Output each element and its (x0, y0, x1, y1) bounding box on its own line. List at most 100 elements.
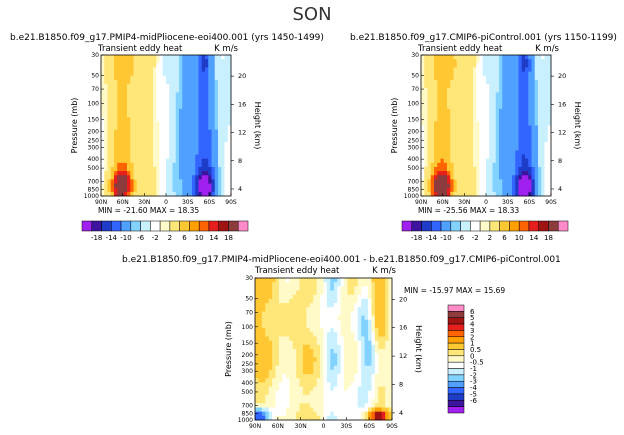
heatmap-cell (518, 187, 523, 193)
heatmap-cell (302, 369, 307, 375)
heatmap-cell (136, 146, 141, 151)
heatmap-cell (214, 88, 219, 93)
heatmap-cell (489, 79, 493, 85)
heatmap-cell (221, 171, 225, 176)
heatmap-cell (162, 117, 167, 122)
heatmap-cell (104, 150, 108, 155)
heatmap-cell (320, 323, 324, 329)
heatmap-cell (255, 282, 259, 287)
heatmap-cell (299, 319, 304, 325)
heatmap-cell (357, 328, 362, 333)
heatmap-cell (330, 386, 335, 392)
heatmap-cell (172, 113, 177, 118)
heatmap-cell (547, 92, 552, 97)
heatmap-cell (205, 113, 209, 118)
heatmap-cell (469, 146, 474, 151)
heatmap-cell (143, 154, 147, 160)
heatmap-cell (544, 166, 549, 172)
y-right-tick-label: 8 (399, 381, 403, 389)
heatmap-cell (123, 166, 128, 172)
heatmap-cell (385, 386, 389, 392)
heatmap-cell (521, 183, 526, 189)
heatmap-cell (162, 67, 167, 72)
heatmap-cell (443, 158, 448, 164)
heatmap-cell (275, 361, 280, 367)
heatmap-cell (114, 179, 118, 184)
heatmap-cell (149, 121, 154, 126)
heatmap-cell (453, 113, 458, 118)
heatmap-cell (541, 166, 545, 172)
heatmap-cell (120, 117, 125, 122)
heatmap-cell (272, 332, 276, 337)
heatmap-cell (434, 171, 438, 176)
heatmap-cell (218, 113, 222, 118)
heatmap-cell (489, 104, 493, 110)
heatmap-cell (326, 394, 331, 400)
heatmap-cell (430, 88, 435, 93)
heatmap-cell (505, 113, 510, 118)
heatmap-cell (547, 84, 552, 89)
heatmap-cell (224, 146, 229, 151)
heatmap-cell (512, 150, 516, 155)
heatmap-cell (188, 191, 193, 197)
heatmap-cell (427, 166, 432, 172)
heatmap-cell (427, 129, 432, 135)
heatmap-cell (169, 67, 173, 72)
colorbar-swatch (447, 387, 465, 395)
heatmap-cell (364, 315, 369, 321)
heatmap-cell (344, 290, 348, 296)
heatmap-cell (460, 59, 464, 64)
heatmap-cell (421, 67, 425, 72)
heatmap-cell (117, 59, 121, 64)
heatmap-cell (296, 344, 300, 350)
heatmap-cell (333, 328, 338, 333)
heatmap-cell (528, 63, 532, 68)
heatmap-cell (214, 171, 219, 176)
heatmap-cell (499, 55, 503, 60)
heatmap-cell (453, 75, 458, 81)
heatmap-cell (508, 146, 513, 151)
heatmap-cell (272, 336, 276, 342)
heatmap-cell (463, 146, 467, 151)
heatmap-cell (136, 187, 141, 193)
chart-subtitle: Transient eddy heat (254, 266, 340, 276)
heatmap-cell (330, 344, 335, 350)
heatmap-cell (166, 158, 170, 164)
heatmap-cell (133, 125, 138, 131)
heatmap-cell (541, 88, 545, 93)
heatmap-cell (354, 403, 359, 408)
heatmap-cell (172, 63, 177, 68)
heatmap-cell (313, 415, 318, 421)
heatmap-cell (169, 59, 173, 64)
heatmap-cell (205, 179, 209, 184)
heatmap-cell (424, 146, 428, 151)
heatmap-cell (316, 282, 321, 287)
heatmap-cell (333, 394, 338, 400)
heatmap-cell (489, 142, 493, 147)
heatmap-cell (479, 59, 484, 64)
heatmap-cell (221, 79, 225, 85)
heatmap-cell (198, 55, 203, 60)
heatmap-cell (460, 154, 464, 160)
heatmap-cell (188, 179, 193, 184)
heatmap-cell (371, 286, 376, 291)
heatmap-cell (120, 137, 125, 143)
heatmap-cell (296, 290, 300, 296)
heatmap-cell (337, 407, 342, 413)
heatmap-cell (275, 378, 280, 383)
heatmap-cell (156, 150, 160, 155)
heatmap-cell (495, 146, 500, 151)
heatmap-cell (463, 150, 467, 155)
heatmap-cell (333, 340, 338, 346)
heatmap-cell (169, 108, 173, 114)
heatmap-cell (107, 154, 112, 160)
heatmap-cell (544, 129, 549, 135)
heatmap-cell (518, 79, 523, 85)
heatmap-cell (502, 150, 506, 155)
heatmap-cell (175, 166, 180, 172)
heatmap-cell (440, 133, 445, 139)
heatmap-cell (172, 150, 177, 155)
heatmap-cell (330, 298, 335, 304)
heatmap-cell (143, 175, 147, 180)
heatmap-cell (120, 84, 125, 89)
